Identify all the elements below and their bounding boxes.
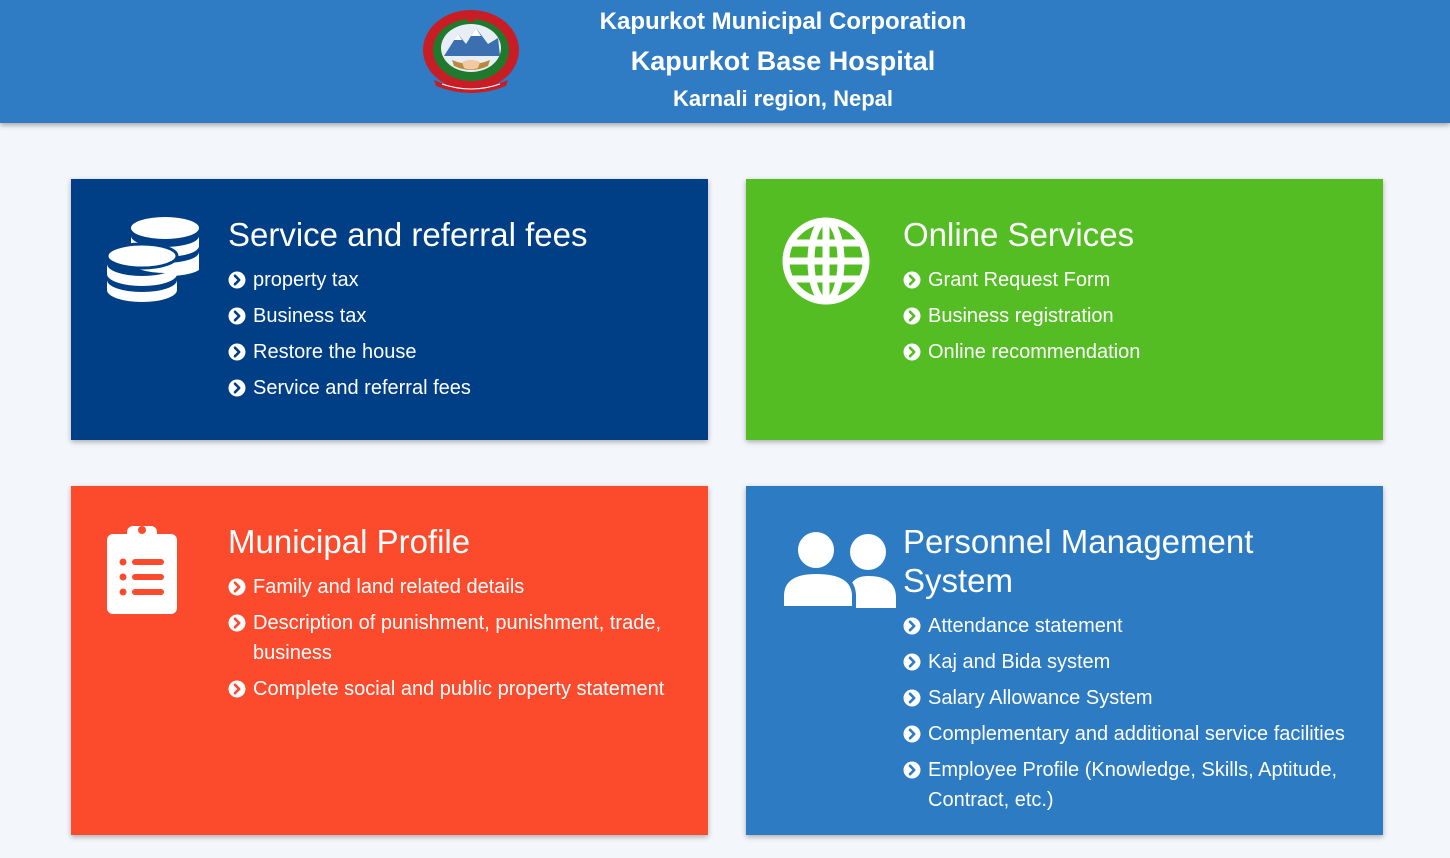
globe-icon (782, 217, 870, 305)
clipboard-list-icon (107, 526, 177, 614)
link-label: Kaj and Bida system (928, 651, 1111, 673)
link-attendance-statement[interactable]: Attendance statement (903, 611, 1373, 641)
header-title-hospital: Kapurkot Base Hospital (630, 46, 936, 76)
card-links: Family and land related details Descript… (228, 572, 693, 710)
chevron-circle-right-icon (228, 680, 246, 698)
chevron-circle-right-icon (903, 271, 921, 289)
chevron-circle-right-icon (903, 725, 921, 743)
card-title: Online Services (903, 216, 1135, 253)
card-online-services[interactable]: Online Services Grant Request Form Busin… (746, 179, 1383, 440)
chevron-circle-right-icon (903, 343, 921, 361)
header-title-region: Karnali region, Nepal (672, 86, 894, 111)
link-social-public-property[interactable]: Complete social and public property stat… (228, 674, 693, 704)
link-label: property tax (253, 269, 359, 291)
nepal-emblem-icon (423, 10, 519, 93)
link-online-recommendation[interactable]: Online recommendation (903, 337, 1368, 367)
chevron-circle-right-icon (228, 578, 246, 596)
card-municipal-profile[interactable]: Municipal Profile Family and land relate… (71, 486, 708, 835)
chevron-circle-right-icon (228, 379, 246, 397)
users-icon (782, 528, 896, 608)
link-kaj-bida-system[interactable]: Kaj and Bida system (903, 647, 1373, 677)
link-business-registration[interactable]: Business registration (903, 301, 1368, 331)
card-title: Municipal Profile (228, 523, 471, 560)
link-employee-profile[interactable]: Employee Profile (Knowledge, Skills, Apt… (903, 755, 1373, 815)
link-business-tax[interactable]: Business tax (228, 301, 693, 331)
link-label: Employee Profile (Knowledge, Skills, Apt… (928, 759, 1338, 811)
chevron-circle-right-icon (228, 343, 246, 361)
card-service-referral-fees[interactable]: Service and referral fees property tax B… (71, 179, 708, 440)
header-title-corporation: Kapurkot Municipal Corporation (599, 8, 967, 35)
link-label: Service and referral fees (253, 377, 471, 399)
link-label: Family and land related details (253, 576, 525, 598)
chevron-circle-right-icon (228, 307, 246, 325)
chevron-circle-right-icon (903, 307, 921, 325)
chevron-circle-right-icon (228, 271, 246, 289)
link-label: Attendance statement (928, 615, 1123, 637)
link-label: Online recommendation (928, 341, 1141, 363)
coins-icon (107, 217, 199, 302)
link-label: Complementary and additional service fac… (928, 723, 1345, 745)
card-title: Personnel Management System (903, 523, 1254, 599)
chevron-circle-right-icon (228, 614, 246, 632)
site-header: Kapurkot Municipal Corporation Kapurkot … (0, 0, 1450, 123)
link-label: Restore the house (253, 341, 417, 363)
link-salary-allowance[interactable]: Salary Allowance System (903, 683, 1373, 713)
link-family-land-details[interactable]: Family and land related details (228, 572, 693, 602)
card-links: Attendance statement Kaj and Bida system… (903, 611, 1373, 821)
chevron-circle-right-icon (903, 689, 921, 707)
chevron-circle-right-icon (903, 761, 921, 779)
link-restore-house[interactable]: Restore the house (228, 337, 693, 367)
link-grant-request-form[interactable]: Grant Request Form (903, 265, 1368, 295)
card-title: Service and referral fees (228, 216, 588, 253)
link-label: Description of punishment, punishment, t… (253, 612, 661, 664)
link-property-tax[interactable]: property tax (228, 265, 693, 295)
card-links: property tax Business tax Restore the ho… (228, 265, 693, 409)
link-label: Grant Request Form (928, 269, 1111, 291)
chevron-circle-right-icon (903, 617, 921, 635)
link-label: Business tax (253, 305, 367, 327)
link-label: Complete social and public property stat… (253, 678, 665, 700)
link-label: Salary Allowance System (928, 687, 1153, 709)
link-complementary-service[interactable]: Complementary and additional service fac… (903, 719, 1373, 749)
link-label: Business registration (928, 305, 1114, 327)
card-links: Grant Request Form Business registration… (903, 265, 1368, 373)
chevron-circle-right-icon (903, 653, 921, 671)
link-service-referral-fees[interactable]: Service and referral fees (228, 373, 693, 403)
card-personnel-management[interactable]: Personnel Management System Attendance s… (746, 486, 1383, 835)
link-punishment-trade-business[interactable]: Description of punishment, punishment, t… (228, 608, 693, 668)
